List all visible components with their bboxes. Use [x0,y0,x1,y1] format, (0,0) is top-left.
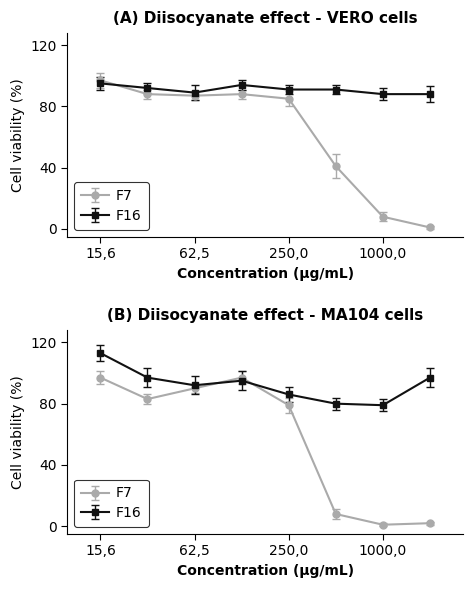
X-axis label: Concentration (µg/mL): Concentration (µg/mL) [177,564,354,578]
Legend: F7, F16: F7, F16 [74,479,149,527]
Y-axis label: Cell viability (%): Cell viability (%) [11,375,25,489]
Title: (A) Diisocyanate effect - VERO cells: (A) Diisocyanate effect - VERO cells [113,11,418,26]
Title: (B) Diisocyanate effect - MA104 cells: (B) Diisocyanate effect - MA104 cells [107,309,423,323]
X-axis label: Concentration (µg/mL): Concentration (µg/mL) [177,267,354,280]
Legend: F7, F16: F7, F16 [74,182,149,230]
Y-axis label: Cell viability (%): Cell viability (%) [11,78,25,191]
